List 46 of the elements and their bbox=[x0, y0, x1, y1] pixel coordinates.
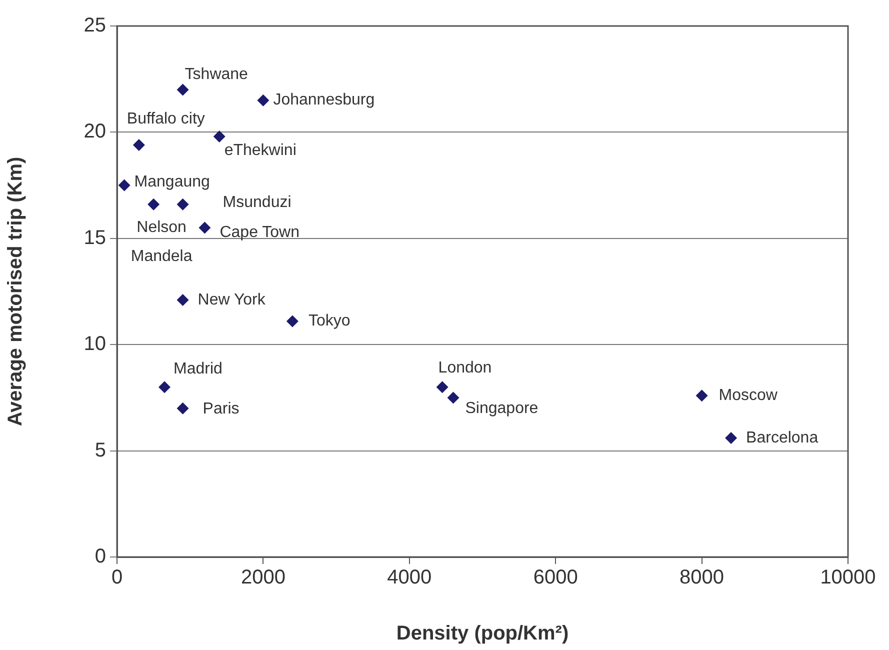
y-tick-label: 20 bbox=[84, 120, 106, 143]
annotation: eThekwini bbox=[224, 142, 296, 159]
point bbox=[176, 84, 189, 96]
annotation: Madrid bbox=[174, 360, 222, 378]
x-tick-label: 8000 bbox=[680, 566, 724, 589]
point bbox=[257, 94, 270, 106]
annotation: Tshwane bbox=[184, 66, 248, 84]
annotation: New York bbox=[198, 291, 266, 308]
annotation: Msunduzi bbox=[222, 194, 292, 211]
annotation: Nelson Mandela bbox=[130, 218, 192, 265]
x-axis-title: Density (pop/Km²) bbox=[396, 622, 569, 645]
x-tick-label: 10000 bbox=[820, 566, 876, 589]
y-axis-title: Average motorised trip (Km) bbox=[4, 156, 27, 426]
point bbox=[198, 222, 211, 234]
point bbox=[436, 381, 448, 394]
point bbox=[176, 402, 189, 414]
point bbox=[725, 432, 738, 444]
y-tick-label: 0 bbox=[94, 546, 106, 568]
point bbox=[286, 315, 298, 328]
point bbox=[447, 392, 460, 404]
x-tick-label: 6000 bbox=[533, 566, 578, 589]
annotation: Moscow bbox=[718, 386, 778, 404]
y-tick-label: 5 bbox=[94, 439, 106, 462]
annotation: Johannesburg bbox=[273, 92, 375, 109]
point bbox=[696, 390, 708, 402]
y-tick-label: 15 bbox=[84, 226, 106, 249]
y-tick-label: 10 bbox=[84, 333, 106, 356]
point bbox=[158, 381, 171, 394]
x-tick-label: 4000 bbox=[387, 566, 432, 589]
annotation: Mangaung bbox=[134, 174, 210, 191]
annotation: Barcelona bbox=[746, 429, 818, 446]
point bbox=[176, 294, 189, 306]
point bbox=[132, 138, 145, 151]
annotation: Tokyo bbox=[308, 312, 350, 330]
point bbox=[118, 179, 130, 192]
x-tick-label: 0 bbox=[111, 566, 123, 589]
annotation: Cape Town bbox=[220, 224, 300, 242]
annotation: Buffalo city bbox=[126, 110, 205, 128]
point bbox=[176, 198, 189, 210]
y-tick-label: 25 bbox=[84, 14, 106, 37]
annotation: Singapore bbox=[465, 400, 538, 418]
x-tick-label: 2000 bbox=[240, 566, 286, 589]
annotation: Paris bbox=[202, 400, 240, 418]
point bbox=[148, 198, 160, 210]
point bbox=[213, 130, 226, 142]
annotation: London bbox=[438, 359, 492, 376]
